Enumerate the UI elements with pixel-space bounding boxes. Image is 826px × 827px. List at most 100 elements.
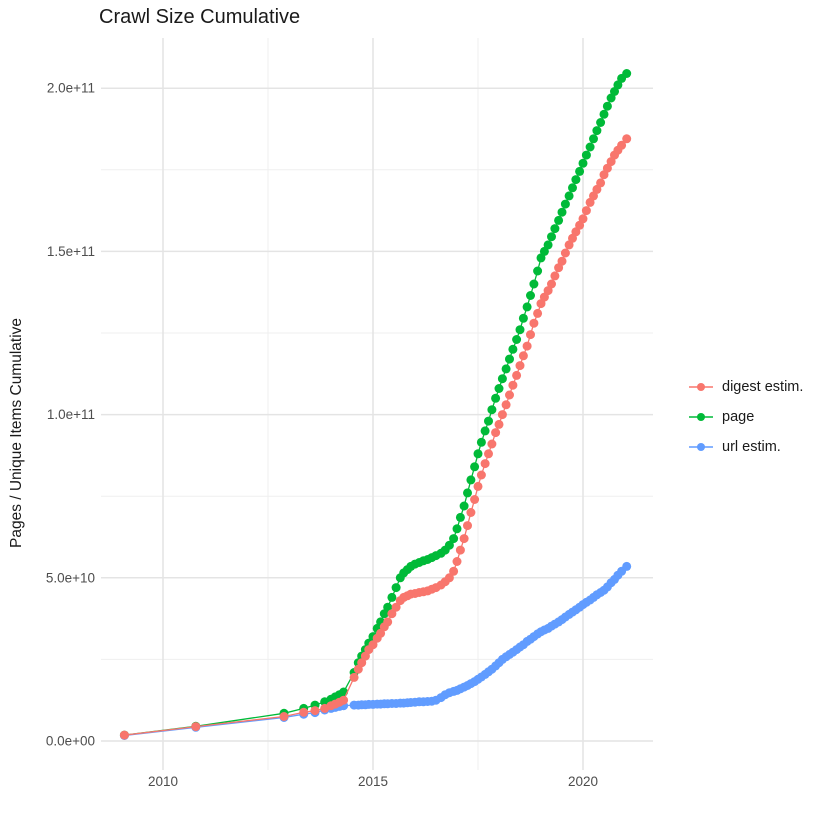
legend-key-dot — [697, 413, 705, 421]
data-point — [444, 540, 454, 550]
data-point — [508, 380, 518, 390]
data-point — [596, 118, 606, 127]
data-point — [484, 416, 493, 426]
data-point — [473, 481, 483, 491]
y-axis-title: Pages / Unique Items Cumulative — [8, 317, 25, 548]
legend-key-icon — [689, 413, 713, 421]
data-point — [455, 545, 465, 555]
data-point — [491, 428, 501, 438]
data-point — [391, 583, 401, 593]
data-point — [487, 439, 497, 449]
data-point — [119, 730, 129, 740]
legend-label: page — [722, 409, 755, 425]
data-point — [529, 318, 539, 328]
x-tick-label: 2020 — [568, 774, 598, 789]
data-point — [501, 364, 511, 374]
data-point — [602, 163, 612, 173]
y-tick-label: 2.0e+11 — [47, 81, 95, 96]
data-point — [463, 488, 472, 498]
data-point — [494, 384, 504, 393]
legend-key-icon — [689, 443, 713, 451]
data-point — [557, 256, 567, 266]
data-point — [581, 150, 591, 160]
data-point — [466, 508, 476, 517]
data-point — [473, 449, 483, 459]
data-point — [480, 426, 490, 436]
data-point — [515, 325, 525, 335]
data-point — [459, 501, 469, 511]
data-point — [476, 437, 486, 447]
data-point — [444, 573, 454, 583]
data-point — [617, 140, 627, 150]
data-point — [533, 266, 543, 276]
series-line — [124, 565, 628, 737]
legend-key-icon — [689, 383, 713, 391]
data-point — [494, 419, 504, 429]
data-point — [522, 302, 532, 312]
data-point — [578, 158, 588, 168]
legend-entry: url estim. — [688, 439, 803, 455]
data-point — [383, 602, 393, 612]
legend-key-dot — [697, 443, 705, 451]
x-tick-label: 2015 — [358, 774, 388, 789]
data-point — [575, 166, 585, 176]
y-tick-label: 5.0e+10 — [46, 570, 95, 585]
data-point — [501, 400, 511, 410]
data-point — [463, 521, 472, 531]
data-point — [622, 561, 632, 571]
data-point — [466, 475, 476, 485]
data-point — [547, 279, 556, 289]
y-tick-label: 1.0e+11 — [47, 407, 95, 422]
legend-label: url estim. — [722, 439, 781, 455]
data-point — [279, 712, 289, 721]
data-point — [470, 462, 480, 472]
data-point — [512, 370, 522, 380]
data-point — [368, 640, 378, 650]
data-point — [515, 361, 525, 371]
data-point — [459, 534, 469, 544]
data-point — [497, 410, 507, 420]
data-point — [589, 134, 598, 144]
y-tick-label: 0.0e+00 — [46, 734, 95, 749]
legend-key-dot — [697, 383, 705, 391]
x-tick-label: 2010 — [148, 774, 178, 789]
data-point — [592, 126, 602, 136]
data-point — [476, 470, 486, 480]
data-point — [491, 393, 501, 403]
legend-entry: digest estim. — [688, 379, 803, 395]
data-point — [452, 524, 462, 534]
data-point — [452, 557, 462, 566]
y-tick-label: 1.5e+11 — [47, 244, 95, 259]
data-point — [568, 183, 577, 193]
data-point — [578, 214, 588, 224]
data-point — [470, 495, 480, 504]
data-point — [533, 308, 543, 318]
data-point — [449, 566, 459, 576]
chart-title: Crawl Size Cumulative — [99, 6, 301, 28]
data-point — [391, 602, 401, 612]
data-point — [518, 313, 528, 323]
data-point — [349, 672, 359, 682]
data-point — [585, 142, 595, 152]
legend-entry: page — [688, 409, 803, 425]
data-point — [357, 658, 367, 668]
data-point — [518, 351, 528, 361]
data-point — [526, 330, 535, 340]
data-point — [383, 617, 393, 627]
data-point — [387, 609, 397, 619]
data-point — [543, 240, 553, 250]
data-point — [387, 592, 397, 602]
data-point — [599, 109, 609, 119]
data-point — [622, 69, 632, 78]
data-point — [564, 191, 574, 201]
data-point — [505, 354, 514, 364]
data-point — [310, 706, 320, 716]
data-point — [484, 449, 493, 459]
data-point — [505, 390, 514, 400]
data-point — [550, 224, 560, 234]
data-point — [596, 178, 606, 188]
data-point — [522, 341, 532, 351]
data-point — [191, 722, 201, 732]
data-point — [560, 199, 570, 209]
data-point — [339, 695, 349, 705]
